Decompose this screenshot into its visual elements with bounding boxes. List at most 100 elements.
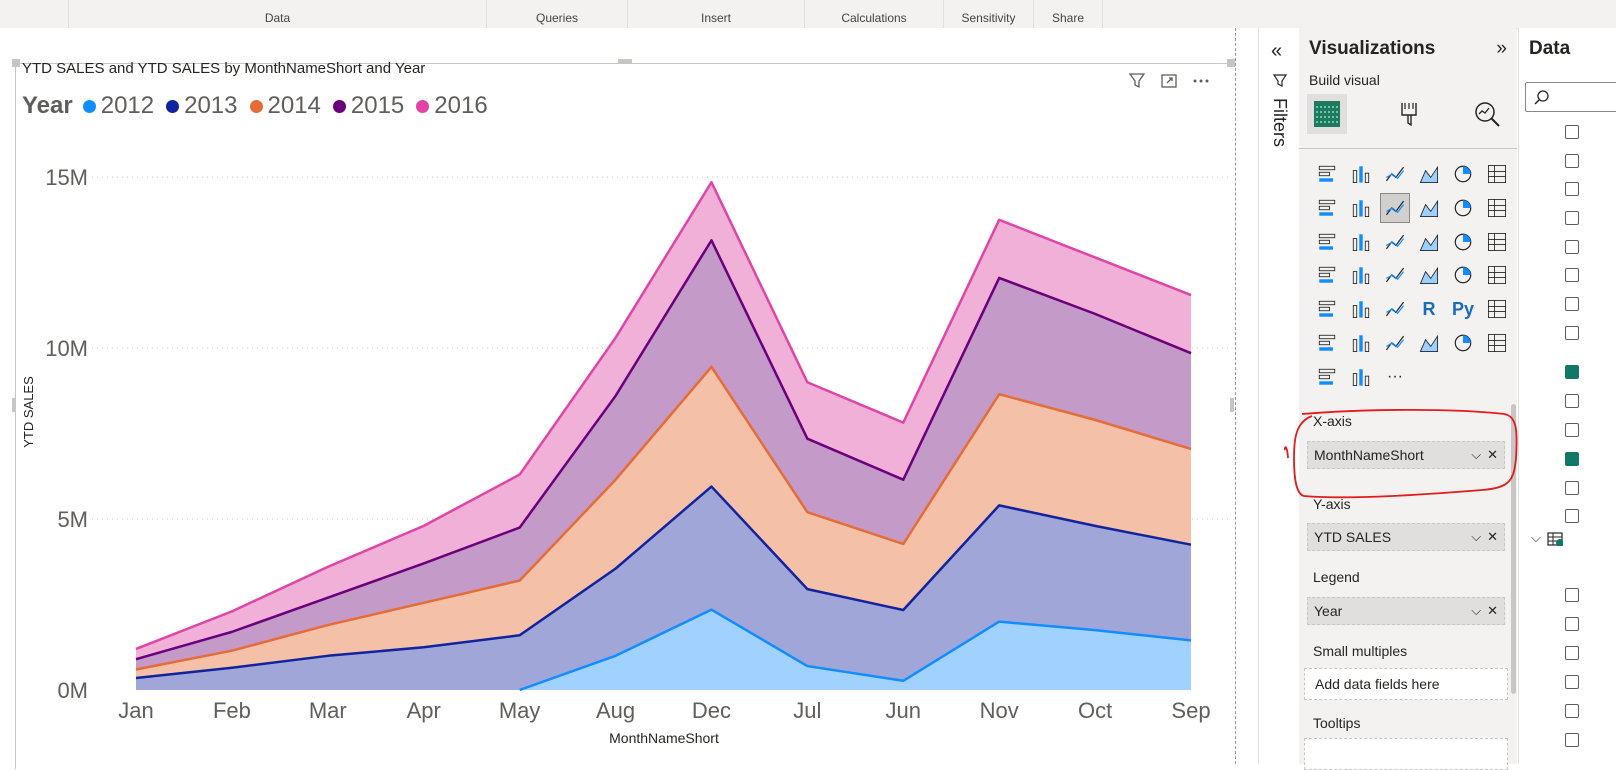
slicer-icon[interactable]: [1313, 295, 1341, 323]
field-checkbox[interactable]: [1565, 481, 1579, 495]
clustered-bar-icon[interactable]: [1381, 160, 1409, 188]
expand-right-icon[interactable]: »: [1496, 38, 1507, 59]
stacked-column-icon[interactable]: [1347, 160, 1375, 188]
analytics-tab[interactable]: [1467, 94, 1507, 134]
legend-item[interactable]: 2013: [166, 92, 238, 120]
close-icon[interactable]: ✕: [1487, 447, 1498, 462]
chart-plot[interactable]: 0M 5M 10M 15M Jan Feb Mar Apr May Aug Dec Jul Jun Nov…: [0, 0, 1240, 764]
ribbon-group-share[interactable]: Share: [1033, 0, 1103, 28]
r-visual-icon[interactable]: R: [1415, 295, 1443, 323]
matrix-icon[interactable]: [1381, 295, 1409, 323]
ribbon-group-sensitivity[interactable]: Sensitivity: [943, 0, 1033, 28]
field-checkbox[interactable]: [1565, 211, 1579, 225]
field-checkbox[interactable]: [1565, 704, 1579, 718]
field-checkbox[interactable]: [1565, 125, 1579, 139]
focus-mode-icon[interactable]: [1160, 72, 1178, 90]
funnel-icon[interactable]: [1347, 228, 1375, 256]
resize-handle[interactable]: [1227, 59, 1235, 67]
100-column-icon[interactable]: [1483, 160, 1511, 188]
ribbon-chart-icon[interactable]: [1483, 194, 1511, 222]
pie-icon[interactable]: [1415, 228, 1443, 256]
field-checkbox[interactable]: [1565, 326, 1579, 340]
field-checkbox[interactable]: [1565, 617, 1579, 631]
donut-icon[interactable]: [1449, 228, 1477, 256]
more-visuals-icon[interactable]: ···: [1381, 363, 1409, 391]
100-bar-icon[interactable]: [1449, 160, 1477, 188]
line-chart-icon[interactable]: [1313, 194, 1341, 222]
field-checkbox[interactable]: [1565, 394, 1579, 408]
field-checkbox[interactable]: [1565, 452, 1579, 466]
more-options-icon[interactable]: [1192, 72, 1210, 90]
legend-item[interactable]: 2016: [416, 92, 488, 120]
multi-row-card-icon[interactable]: [1449, 261, 1477, 289]
search-input[interactable]: [1525, 82, 1616, 112]
stacked-bar-icon[interactable]: [1313, 160, 1341, 188]
close-icon[interactable]: ✕: [1487, 603, 1498, 618]
small-multiples-well[interactable]: Add data fields here: [1304, 668, 1508, 700]
pane-scrollbar[interactable]: [1511, 404, 1516, 694]
field-checkbox[interactable]: [1565, 733, 1579, 747]
field-checkbox[interactable]: [1565, 154, 1579, 168]
format-visual-tab[interactable]: [1389, 94, 1429, 134]
arrow-chevron-icon[interactable]: [1347, 363, 1375, 391]
legend-item[interactable]: 2012: [82, 92, 154, 120]
chevron-down-icon[interactable]: ⌵: [1471, 603, 1482, 618]
field-checkbox[interactable]: [1565, 423, 1579, 437]
field-checkbox[interactable]: [1565, 588, 1579, 602]
tooltips-well[interactable]: [1304, 738, 1508, 770]
clustered-column-icon[interactable]: [1415, 160, 1443, 188]
line-column-icon[interactable]: [1415, 194, 1443, 222]
card-icon[interactable]: [1415, 261, 1443, 289]
legend-item[interactable]: 2014: [249, 92, 321, 120]
filters-pane-collapsed[interactable]: « Filters: [1258, 28, 1300, 764]
ribbon-group-calculations[interactable]: Calculations: [804, 0, 943, 28]
resize-handle[interactable]: [618, 59, 632, 63]
filled-map-icon[interactable]: [1347, 261, 1375, 289]
key-influencers-icon[interactable]: [1483, 295, 1511, 323]
field-checkbox[interactable]: [1565, 509, 1579, 523]
line-clustered-column-icon[interactable]: [1449, 194, 1477, 222]
x-axis-well[interactable]: MonthNameShort ⌵ ✕: [1307, 441, 1505, 469]
field-checkbox[interactable]: [1565, 240, 1579, 254]
y-axis-well[interactable]: YTD SALES ⌵ ✕: [1307, 523, 1505, 551]
area-chart-icon[interactable]: [1347, 194, 1375, 222]
field-checkbox[interactable]: [1565, 646, 1579, 660]
field-checkbox[interactable]: [1565, 182, 1579, 196]
scatter-icon[interactable]: [1381, 228, 1409, 256]
filter-icon[interactable]: [1128, 72, 1146, 90]
field-checkbox[interactable]: [1565, 268, 1579, 282]
python-visual-icon[interactable]: Py: [1449, 295, 1477, 323]
waterfall-icon[interactable]: [1313, 228, 1341, 256]
area-chart-visual[interactable]: [15, 63, 1234, 769]
table-icon[interactable]: [1347, 295, 1375, 323]
filters-label[interactable]: Filters: [1270, 98, 1290, 147]
gauge-icon[interactable]: [1381, 261, 1409, 289]
power-automate-icon[interactable]: [1313, 363, 1341, 391]
legend-well[interactable]: Year ⌵ ✕: [1307, 597, 1505, 625]
metrics-icon[interactable]: [1449, 329, 1477, 357]
field-checkbox[interactable]: [1565, 675, 1579, 689]
ribbon-group-queries[interactable]: Queries: [486, 0, 627, 28]
paginated-report-icon[interactable]: [1415, 329, 1443, 357]
ribbon-group-data[interactable]: Data: [68, 0, 486, 28]
resize-handle[interactable]: [1230, 398, 1234, 412]
map-icon[interactable]: [1313, 261, 1341, 289]
chevron-down-icon[interactable]: ⌵: [1471, 447, 1482, 462]
resize-handle[interactable]: [12, 398, 16, 412]
field-checkbox[interactable]: [1565, 297, 1579, 311]
build-visual-tab[interactable]: [1307, 94, 1347, 134]
qa-icon[interactable]: [1347, 329, 1375, 357]
ribbon-group-insert[interactable]: Insert: [627, 0, 804, 28]
resize-handle[interactable]: [12, 59, 20, 67]
close-icon[interactable]: ✕: [1487, 529, 1498, 544]
kpi-icon[interactable]: [1483, 261, 1511, 289]
legend-item[interactable]: 2015: [332, 92, 404, 120]
field-checkbox[interactable]: [1565, 365, 1579, 379]
stacked-area-icon[interactable]: [1380, 192, 1410, 223]
treemap-icon[interactable]: [1483, 228, 1511, 256]
chevron-down-icon[interactable]: ⌵: [1471, 529, 1482, 544]
smart-narrative-icon[interactable]: [1381, 329, 1409, 357]
decomposition-tree-icon[interactable]: [1313, 329, 1341, 357]
chevron-down-icon[interactable]: ⌵: [1531, 530, 1541, 545]
power-apps-icon[interactable]: [1483, 329, 1511, 357]
